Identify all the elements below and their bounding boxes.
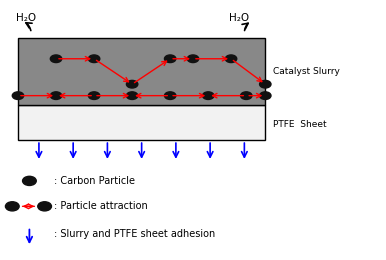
Bar (18, 105, 265, 140)
Circle shape (12, 92, 24, 100)
Circle shape (127, 92, 138, 100)
Circle shape (259, 80, 271, 88)
Circle shape (164, 92, 176, 100)
Circle shape (38, 202, 51, 211)
Circle shape (187, 55, 199, 63)
Circle shape (22, 176, 36, 185)
Circle shape (88, 92, 100, 100)
Text: H₂O: H₂O (229, 13, 249, 23)
Text: Catalyst Slurry: Catalyst Slurry (273, 67, 340, 76)
Text: : Particle attraction: : Particle attraction (54, 201, 148, 211)
Circle shape (240, 92, 252, 100)
Text: : Slurry and PTFE sheet adhesion: : Slurry and PTFE sheet adhesion (54, 229, 215, 239)
Circle shape (127, 80, 138, 88)
Circle shape (164, 55, 176, 63)
Text: PTFE  Sheet: PTFE Sheet (273, 120, 327, 129)
Circle shape (5, 202, 19, 211)
Circle shape (203, 92, 214, 100)
Bar (18, 38, 265, 105)
Text: : Carbon Particle: : Carbon Particle (54, 176, 135, 186)
Text: H₂O: H₂O (16, 13, 36, 23)
Circle shape (88, 55, 100, 63)
Circle shape (225, 55, 237, 63)
Circle shape (50, 55, 62, 63)
Circle shape (50, 92, 62, 100)
Circle shape (259, 92, 271, 100)
